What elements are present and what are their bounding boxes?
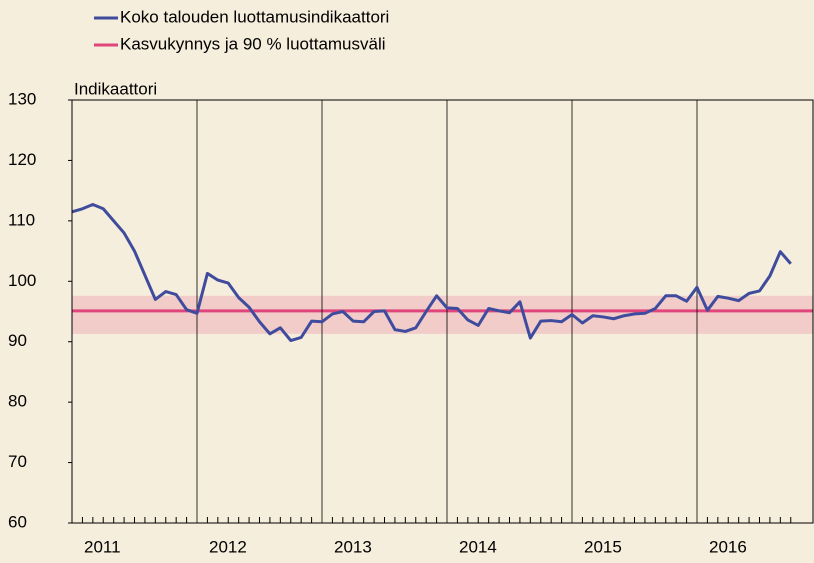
legend-label: Kasvukynnys ja 90 % luottamusväli <box>120 34 386 53</box>
x-tick-label: 2012 <box>209 537 247 556</box>
y-tick-label: 110 <box>8 210 35 229</box>
x-tick-label: 2016 <box>709 537 747 556</box>
y-axis-title: Indikaattori <box>74 79 157 98</box>
y-tick-label: 100 <box>8 271 36 290</box>
x-tick-label: 2013 <box>334 537 372 556</box>
x-tick-label: 2011 <box>84 537 121 556</box>
y-tick-label: 90 <box>8 331 27 350</box>
y-tick-label: 130 <box>8 89 36 108</box>
y-tick-label: 70 <box>8 452 27 471</box>
y-tick-label: 120 <box>8 150 36 169</box>
plot-border <box>71 99 814 524</box>
x-tick-label: 2015 <box>584 537 622 556</box>
x-tick-label: 2014 <box>459 537 497 556</box>
y-tick-label: 80 <box>8 392 27 411</box>
series-line <box>71 203 792 343</box>
y-tick-label: 60 <box>8 512 27 531</box>
legend-label: Koko talouden luottamusindikaattori <box>120 7 389 26</box>
